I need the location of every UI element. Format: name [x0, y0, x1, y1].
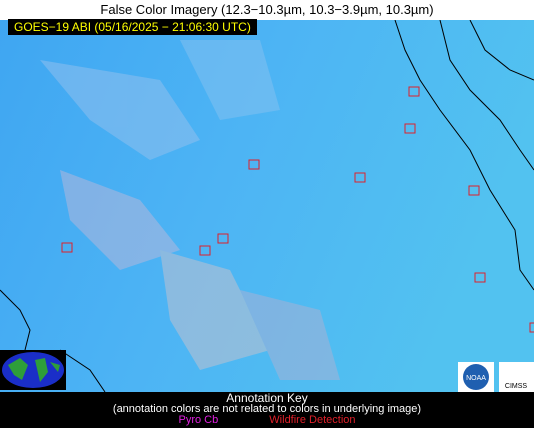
background	[0, 20, 534, 392]
key-note: (annotation colors are not related to co…	[112, 403, 422, 415]
title: False Color Imagery (12.3−10.3µm, 10.3−3…	[0, 0, 534, 20]
key-items: Pyro Cb Wildfire Detection	[0, 415, 534, 426]
cimss-logo: CIMSS	[505, 383, 528, 390]
smoke-streaks	[40, 40, 340, 380]
globe-logo	[0, 350, 66, 390]
annotation-key: Annotation Key (annotation colors are no…	[0, 392, 534, 428]
key-item: Pyro Cb	[178, 414, 219, 426]
satellite-image: NOAA CIMSS	[0, 20, 534, 392]
key-item: Wildfire Detection	[269, 414, 356, 426]
timestamp: GOES−19 ABI (05/16/2025 − 21:06:30 UTC)	[8, 19, 257, 35]
key-title: Annotation Key	[226, 391, 308, 405]
logos: NOAA CIMSS	[458, 362, 534, 392]
noaa-logo: NOAA	[466, 375, 486, 382]
coastlines	[0, 20, 534, 392]
wildfire-detections	[61, 86, 534, 333]
